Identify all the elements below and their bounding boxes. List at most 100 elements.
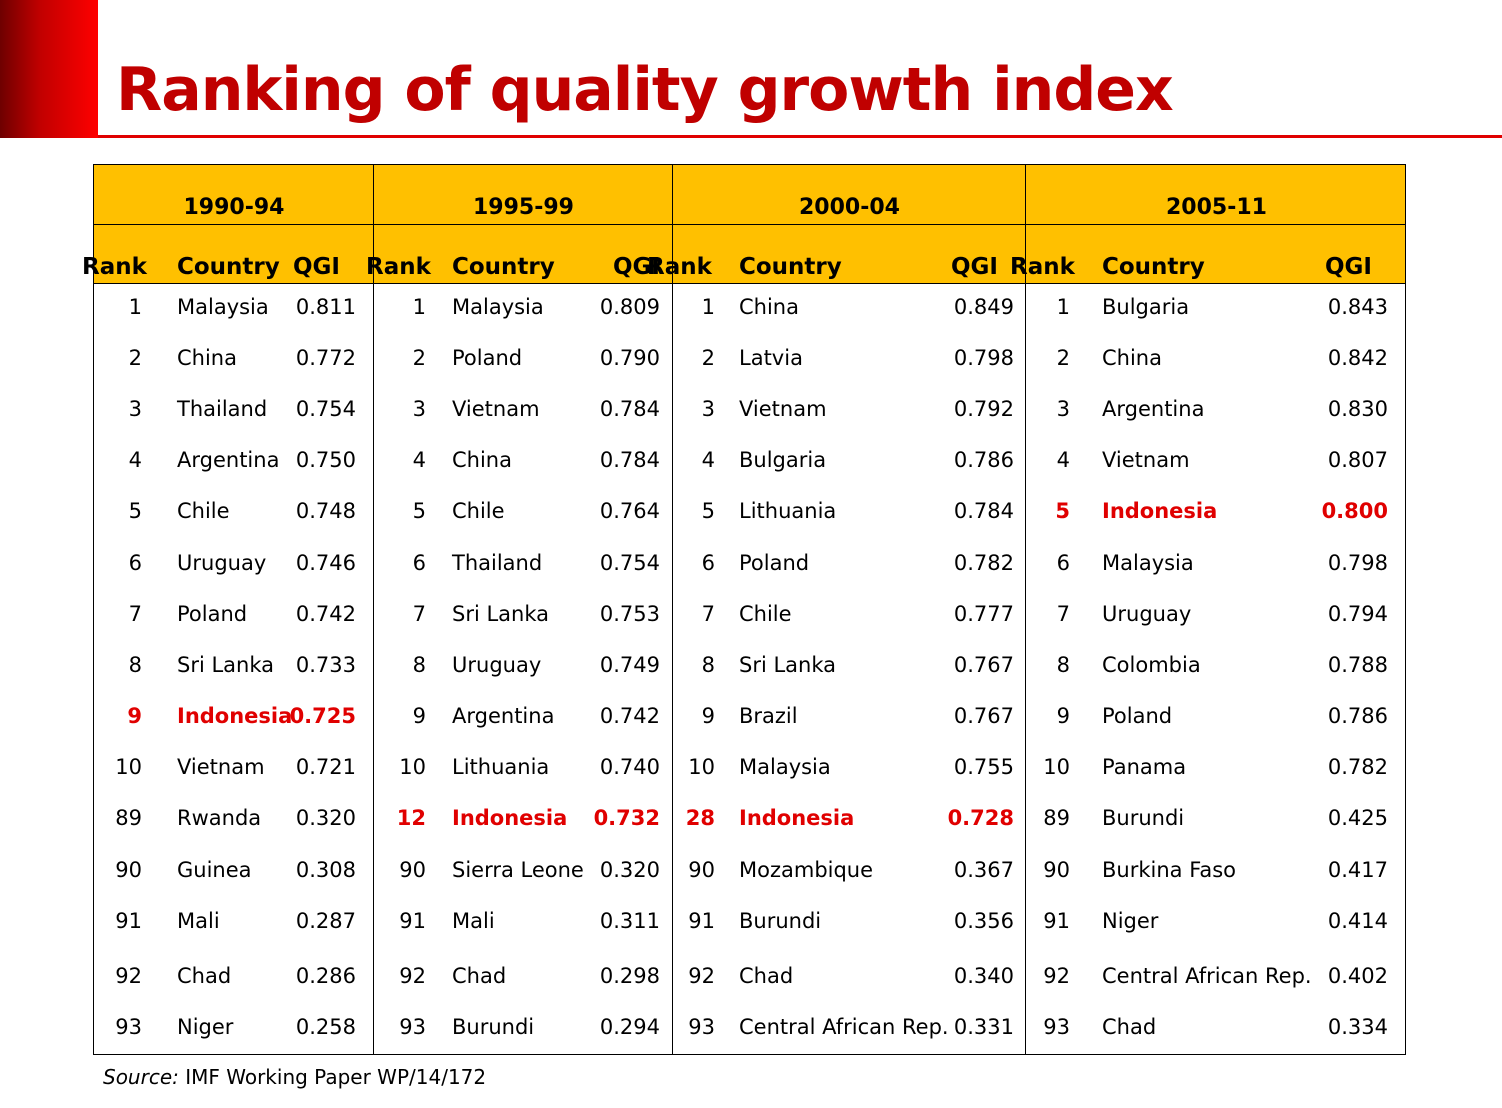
qgi-cell: 0.782 (1327, 755, 1388, 779)
qgi-column-header: QGI (293, 254, 340, 280)
rank-cell: 93 (1043, 1015, 1070, 1039)
country-cell: China (739, 295, 799, 319)
country-cell: Burundi (1102, 806, 1185, 830)
rank-cell: 8 (701, 653, 715, 677)
rank-cell: 10 (115, 755, 142, 779)
country-cell: Argentina (177, 448, 280, 472)
rank-cell: 10 (688, 755, 715, 779)
country-cell: Brazil (739, 704, 798, 728)
qgi-cell: 0.334 (1327, 1015, 1388, 1039)
qgi-cell: 0.764 (599, 499, 660, 523)
qgi-cell: 0.842 (1327, 346, 1388, 370)
qgi-cell: 0.414 (1327, 909, 1388, 933)
rank-cell: 3 (128, 397, 142, 421)
rank-column-header: Rank (366, 254, 431, 280)
qgi-cell: 0.811 (295, 295, 356, 319)
country-cell: Poland (739, 551, 810, 575)
qgi-ranking-table: 1990-94 Rank Country QGI 1 Malaysia 0.811 2 Chin… (82, 164, 1406, 1055)
rank-cell: 4 (701, 448, 715, 472)
country-cell: Burundi (739, 909, 822, 933)
rank-cell: 6 (128, 551, 142, 575)
country-cell: Sierra Leone (452, 858, 584, 882)
qgi-cell: 0.286 (295, 964, 356, 988)
country-cell: Sri Lanka (177, 653, 275, 677)
qgi-cell: 0.742 (599, 704, 660, 728)
rank-cell: 6 (412, 551, 426, 575)
country-cell: Uruguay (177, 551, 267, 575)
qgi-cell: 0.728 (947, 806, 1014, 830)
country-cell: Thailand (177, 397, 268, 421)
country-cell: China (1102, 346, 1162, 370)
page-title: Ranking of quality growth index (116, 55, 1174, 125)
qgi-cell: 0.849 (953, 295, 1014, 319)
rank-cell: 9 (127, 704, 142, 728)
country-cell: Rwanda (177, 806, 262, 830)
rank-cell: 5 (128, 499, 142, 523)
rank-cell: 91 (1043, 909, 1070, 933)
qgi-cell: 0.417 (1327, 858, 1388, 882)
country-cell: Poland (1102, 704, 1173, 728)
qgi-cell: 0.798 (953, 346, 1014, 370)
rank-cell: 91 (399, 909, 426, 933)
country-cell: Indonesia (1102, 499, 1218, 523)
qgi-cell: 0.777 (953, 602, 1014, 626)
country-cell: Guinea (177, 858, 252, 882)
rank-cell: 92 (399, 964, 426, 988)
country-cell: Indonesia (177, 704, 293, 728)
period-header: 1990-94 (183, 195, 285, 220)
country-cell: Vietnam (739, 397, 827, 421)
rank-cell: 1 (701, 295, 715, 319)
country-cell: Indonesia (739, 806, 855, 830)
qgi-cell: 0.733 (295, 653, 356, 677)
column-divider (1025, 164, 1026, 1054)
qgi-cell: 0.782 (953, 551, 1014, 575)
rank-cell: 7 (1056, 602, 1070, 626)
title-underline (98, 135, 1502, 138)
source-label: Source: (103, 1065, 179, 1089)
qgi-cell: 0.792 (953, 397, 1014, 421)
country-cell: Vietnam (177, 755, 265, 779)
country-cell: Uruguay (452, 653, 542, 677)
rank-cell: 4 (412, 448, 426, 472)
qgi-cell: 0.748 (295, 499, 356, 523)
country-cell: China (452, 448, 512, 472)
qgi-cell: 0.767 (953, 653, 1014, 677)
rank-cell: 10 (1043, 755, 1070, 779)
country-cell: Chile (452, 499, 505, 523)
country-cell: Malaysia (452, 295, 544, 319)
country-cell: Mali (177, 909, 220, 933)
qgi-cell: 0.742 (295, 602, 356, 626)
rank-cell: 4 (128, 448, 142, 472)
rank-cell: 89 (1043, 806, 1070, 830)
source-note: Source: IMF Working Paper WP/14/172 (103, 1064, 486, 1090)
rank-cell: 7 (412, 602, 426, 626)
period-header: 1995-99 (473, 195, 574, 220)
rank-cell: 2 (412, 346, 426, 370)
rank-cell: 5 (412, 499, 426, 523)
country-cell: China (177, 346, 237, 370)
header-divider (94, 224, 1405, 225)
rank-cell: 3 (701, 397, 715, 421)
column-divider (672, 164, 673, 1054)
period-header: 2005-11 (1166, 195, 1267, 220)
qgi-cell: 0.725 (289, 704, 356, 728)
country-cell: Burkina Faso (1102, 858, 1237, 882)
rank-cell: 2 (701, 346, 715, 370)
qgi-cell: 0.784 (953, 499, 1014, 523)
rank-cell: 10 (399, 755, 426, 779)
country-cell: Chad (177, 964, 232, 988)
rank-cell: 5 (1055, 499, 1070, 523)
rank-cell: 6 (1056, 551, 1070, 575)
qgi-cell: 0.786 (953, 448, 1014, 472)
rank-cell: 2 (1056, 346, 1070, 370)
rank-cell: 5 (701, 499, 715, 523)
country-cell: Malaysia (177, 295, 269, 319)
country-cell: Poland (177, 602, 248, 626)
qgi-cell: 0.340 (953, 964, 1014, 988)
qgi-cell: 0.794 (1327, 602, 1388, 626)
country-cell: Lithuania (452, 755, 550, 779)
country-cell: Mali (452, 909, 495, 933)
qgi-cell: 0.798 (1327, 551, 1388, 575)
rank-cell: 1 (1056, 295, 1070, 319)
country-cell: Argentina (1102, 397, 1205, 421)
